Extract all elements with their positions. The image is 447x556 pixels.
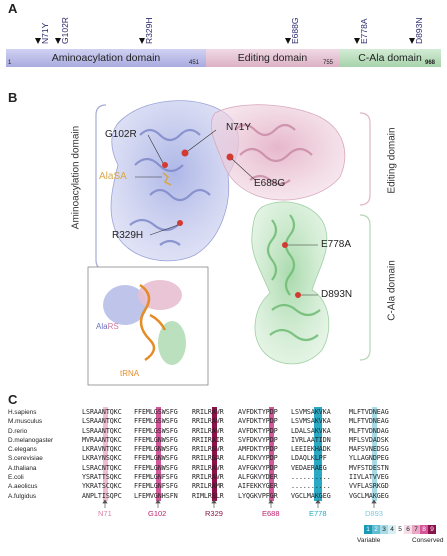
alignment-row: H.sapiens LSRAANTQKC FFEMLGSWSFG RRILRAV… [8,408,389,416]
legend-swatch-1: 1 [364,525,372,534]
alignment-row: S.cerevisiae LKRAYNSQKC FFEMLGNWSFG RRIL… [8,454,389,463]
legend-swatch-5: 5 [396,525,404,534]
domain-start-number: 1 [8,60,12,66]
domain-boundary-451: 451 [189,60,200,66]
sphere-e778a [282,242,288,248]
position-label-r329: R329 [205,509,223,518]
legend-swatch-2: 2 [372,525,380,534]
cala-bracket [359,214,371,361]
legend-swatch-7: 7 [412,525,420,534]
label-e688g: E688G [254,178,286,189]
species-name: E.coli [8,474,24,482]
highlight-g102 [156,407,161,501]
mutation-label-e778a: E778A [359,18,369,44]
species-name: D.melanogaster [8,436,54,444]
mutation-marker-e688g [285,38,291,44]
species-name: S.cerevisiae [8,455,43,463]
panel-a-letter: A [8,1,18,16]
highlight-d893 [372,407,377,501]
legend-swatch-4: 4 [388,525,396,534]
aminoacylation-domain-label: Aminoacylation domain [51,52,161,64]
sphere-r329h [177,220,183,226]
sphere-g102r [162,162,168,168]
mutation-label-d893n: D893N [414,17,424,44]
label-e778a: E778A [321,239,352,250]
editing-bracket [359,112,371,206]
alignment-row: E.coli YSRATTSQKC FFEMLGNFSFG RRILRAVR A… [8,473,389,482]
mutation-label-g102r: G102R [60,17,70,44]
side-label-aminoacylation: Aminoacylation domain [70,125,82,230]
highlight-e778 [314,407,322,501]
leader-n71y [187,129,217,152]
editing-domain-bar: Editing domain [206,49,339,67]
trna-structure [139,283,156,362]
cala-domain-bar: C-Ala domain [339,49,441,67]
species-name: H.sapiens [8,409,37,416]
species-name: D.rerio [8,427,28,435]
position-label-g102: G102 [148,509,167,518]
alignment-row: D.rerio LSRAANTQKC FFEMLGSWSFG RRILRAVR … [8,426,389,435]
editing-domain-label: Editing domain [237,52,308,64]
inset-label-trna: tRNA [120,369,140,378]
panel-b-letter: B [8,90,18,105]
label-alasa: AlaSA [99,171,127,182]
species-name: A.thaliana [8,464,37,472]
position-label-e778: E778 [309,509,327,518]
highlight-e688 [269,407,274,501]
aminoacylation-domain-bar: Aminoacylation domain [6,49,206,67]
cala-domain-label: C-Ala domain [358,52,422,64]
alignment-row: D.melanogaster MVRAANTQKC FFEMLGNWSFG RR… [8,435,389,444]
side-label-editing: Editing domain [386,127,398,194]
sphere-e688g [226,153,234,161]
position-label-d893: D893 [365,509,383,518]
mutation-marker-n71y [35,38,41,44]
cala-domain-surface [251,201,330,365]
highlight-r329 [212,407,217,501]
mutation-label-e688g: E688G [290,17,300,44]
position-label-e688: E688 [262,509,280,518]
mutation-marker-e778a [354,38,360,44]
sphere-n71y [181,149,189,157]
species-name: A.aeolicus [8,483,38,491]
legend-swatch-6: 6 [404,525,412,534]
sphere-d893n [295,292,301,298]
legend-label-variable: Variable [357,537,381,544]
mutation-marker-r329h [139,38,145,44]
sequence-alignment: H.sapiens LSRAANTQKC FFEMLGSWSFG RRILRAV… [8,408,389,501]
alignment-row: A.thaliana LSRACNTQKC FFEMLGNWSFG RRILRA… [8,463,389,472]
alignment-row: M.musculus LSRAANTQKC FFEMLGSWSFG RRILRA… [8,417,389,426]
leader-g102r [147,134,164,164]
panel-c-letter: C [8,392,18,407]
alasa-ligand [162,172,172,186]
position-arrows [102,500,377,508]
editing-domain-surface [210,104,346,201]
label-g102r: G102R [105,129,137,140]
protein-structure-figure [87,100,371,386]
species-name: C.elegans [8,446,37,454]
legend-swatch-3: 3 [380,525,388,534]
mutation-label-r329h: R329H [144,17,154,44]
inset-label-alars: AlaRS [96,322,119,331]
species-name: A.fulgidus [8,492,37,500]
legend-label-conserved: Conserved [412,537,444,544]
alignment-row: C.elegans LKRAVNTQKC FFEMLGNWSFG RRILRGV… [8,445,389,454]
species-name: M.musculus [8,418,43,426]
alignment-row: A.aeolicus YKRATSCQKC FFEMLGNFSFG RRILRA… [8,482,389,491]
domain-boundary-755: 755 [323,60,334,66]
leader-e688g [231,158,256,181]
alignment-row: A.fulgidus ANPLTISQPC LFEMVGNHSFN RIMLRS… [8,491,389,500]
mutation-marker-g102r [55,38,61,44]
label-d893n: D893N [321,289,353,300]
domain-boundary-968: 968 [425,60,436,66]
label-r329h: R329H [112,230,144,241]
mutation-label-n71y: N71Y [40,22,50,44]
legend-swatch-8: 8 [420,525,428,534]
label-n71y: N71Y [226,122,252,133]
leader-r329h [149,224,179,236]
side-label-cala: C-Ala domain [386,260,398,321]
position-label-n71: N71 [98,509,112,518]
legend-swatch-9: 9 [428,525,436,534]
highlight-n71 [103,407,108,501]
mutation-marker-d893n [409,38,415,44]
